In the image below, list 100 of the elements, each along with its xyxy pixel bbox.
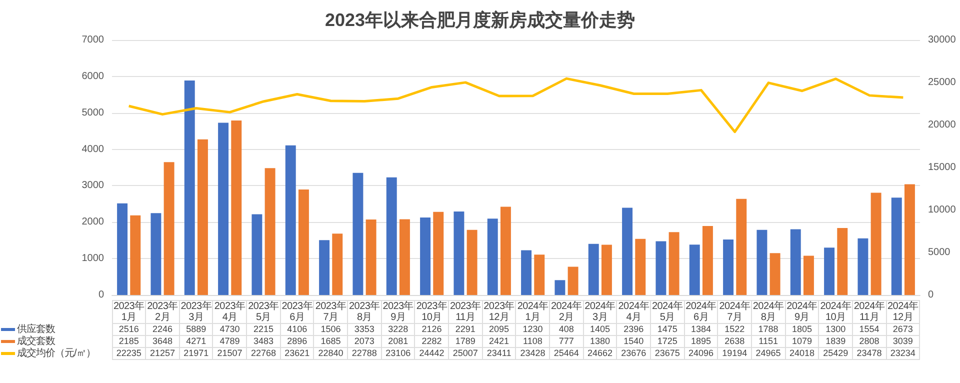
bar (319, 240, 330, 295)
data-label: 2396 (616, 324, 650, 336)
bar (635, 238, 646, 295)
data-label: 2421 (482, 336, 516, 348)
bar (420, 218, 431, 295)
data-label: 2896 (280, 336, 314, 348)
data-label: 23621 (280, 348, 314, 360)
x-tick-label: 2023年11月 (448, 300, 482, 324)
data-label: 2185 (112, 336, 146, 348)
y2-tick-label: 15000 (928, 162, 956, 173)
x-tick-label: 2023年10月 (414, 300, 449, 324)
bar (164, 162, 174, 295)
bar (521, 250, 532, 295)
legend-label: 供应套数 (16, 324, 56, 336)
data-label: 3648 (146, 336, 180, 348)
bar (184, 80, 195, 295)
data-label: 1506 (314, 324, 348, 336)
bar (824, 248, 835, 295)
x-tick-label: 2023年9月 (381, 300, 415, 324)
bar (218, 122, 229, 295)
bar (790, 229, 801, 295)
data-label: 1300 (818, 324, 852, 336)
data-label: 1725 (650, 336, 684, 348)
bar (231, 120, 242, 295)
bar (352, 172, 364, 295)
data-label: 22235 (112, 348, 146, 360)
y-tick-label: 4000 (82, 144, 104, 155)
data-label: 4730 (212, 324, 247, 336)
bar (197, 139, 208, 295)
x-tick-label: 2023年5月 (246, 300, 280, 324)
bar (366, 219, 376, 295)
y2-tick-label: 25000 (928, 77, 956, 88)
data-label: 1685 (314, 336, 348, 348)
bar (454, 212, 464, 295)
bar (117, 203, 128, 295)
data-label: 1895 (684, 336, 718, 348)
x-tick-label: 2023年12月 (482, 300, 516, 324)
x-tick-label: 2023年4月 (212, 300, 247, 324)
x-tick-label: 2024年8月 (751, 300, 786, 324)
bar (466, 230, 478, 295)
bar (588, 244, 599, 295)
bar (668, 232, 680, 295)
data-label: 23478 (852, 348, 886, 360)
x-tick-label: 2024年9月 (785, 300, 819, 324)
bar (803, 256, 814, 295)
x-tick-label: 2024年2月 (550, 300, 584, 324)
bar (252, 214, 262, 295)
data-label: 408 (550, 324, 584, 336)
data-label: 1108 (516, 336, 550, 348)
data-label: 22768 (246, 348, 280, 360)
data-label: 1805 (785, 324, 819, 336)
bar (285, 145, 296, 295)
data-label: 2282 (414, 336, 449, 348)
bar (702, 226, 713, 295)
data-label: 1475 (650, 324, 684, 336)
bar (332, 234, 343, 295)
bar (500, 206, 511, 295)
data-label: 3353 (348, 324, 382, 336)
data-label: 21257 (146, 348, 180, 360)
bar (656, 241, 666, 295)
data-label: 25464 (550, 348, 584, 360)
y-tick-label: 2000 (82, 216, 104, 228)
bar (756, 230, 768, 295)
bar (554, 280, 566, 295)
data-label: 4271 (179, 336, 213, 348)
data-label: 2073 (348, 336, 382, 348)
x-tick-label: 2024年3月 (583, 300, 617, 324)
x-tick-label: 2023年6月 (280, 300, 314, 324)
data-label: 23411 (482, 348, 516, 360)
bar (264, 168, 276, 295)
bar (870, 192, 882, 295)
bar (858, 238, 868, 295)
x-tick-label: 2023年2月 (146, 300, 180, 324)
data-label: 1079 (785, 336, 819, 348)
bar (770, 253, 780, 295)
data-label: 1230 (516, 324, 550, 336)
data-label: 22840 (314, 348, 348, 360)
data-label: 24018 (785, 348, 819, 360)
x-tick-label: 2024年5月 (650, 300, 684, 324)
x-tick-label: 2024年11月 (852, 300, 886, 324)
bar (150, 213, 162, 295)
data-label: 23676 (616, 348, 650, 360)
data-label: 1789 (448, 336, 482, 348)
y-tick-label: 1000 (82, 253, 104, 264)
x-tick-label: 2023年7月 (314, 300, 348, 324)
y-tick-label: 5000 (82, 107, 104, 118)
data-label: 25429 (818, 348, 852, 360)
data-label: 1839 (818, 336, 852, 348)
x-tick-label: 2024年10月 (818, 300, 852, 324)
x-tick-label: 2023年8月 (348, 300, 382, 324)
data-label: 5889 (179, 324, 213, 336)
data-label: 1384 (684, 324, 718, 336)
line-series (128, 77, 904, 134)
bar (736, 198, 747, 295)
data-label: 1380 (583, 336, 617, 348)
bar (723, 240, 734, 295)
x-tick-label: 2024年7月 (718, 300, 752, 324)
x-tick-label: 2023年3月 (179, 300, 213, 324)
bar (386, 177, 397, 295)
data-label: 2291 (448, 324, 482, 336)
